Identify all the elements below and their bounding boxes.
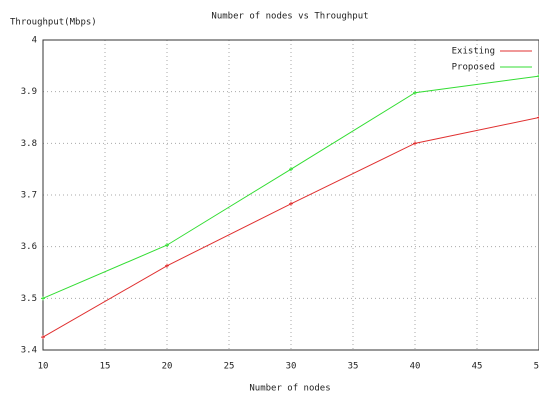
y-tick-label: 3.8 — [21, 139, 37, 149]
x-tick-label: 45 — [472, 362, 483, 372]
x-tick-label: 25 — [224, 362, 235, 372]
plot-frame — [42, 39, 539, 351]
point-marker — [41, 335, 45, 340]
y-tick-label: 4 — [32, 36, 37, 46]
y-tick-label: 3.9 — [21, 87, 37, 97]
legend-label: Proposed — [452, 63, 495, 73]
x-tick-label: 50 — [534, 362, 539, 372]
point-marker — [537, 74, 539, 79]
point-marker — [537, 115, 539, 120]
legend-label: Existing — [452, 47, 495, 57]
y-tick-label: 3.4 — [21, 346, 37, 356]
point-marker — [289, 167, 293, 172]
x-tick-label: 20 — [162, 362, 173, 372]
y-axis-label: Throughput(Mbps) — [10, 18, 97, 28]
point-marker — [289, 201, 293, 206]
x-tick-label: 35 — [348, 362, 359, 372]
y-tick-label: 3.7 — [21, 191, 37, 201]
x-tick-label: 15 — [100, 362, 111, 372]
y-tick-label: 3.6 — [21, 242, 37, 252]
chart-title: Number of nodes vs Throughput — [211, 12, 368, 22]
point-marker — [41, 296, 45, 301]
x-tick-label: 10 — [38, 362, 49, 372]
x-axis-label: Number of nodes — [249, 384, 330, 394]
point-marker — [165, 243, 169, 248]
point-marker — [413, 141, 417, 146]
x-tick-label: 30 — [286, 362, 297, 372]
point-marker — [413, 90, 417, 95]
y-tick-label: 3.5 — [21, 294, 37, 304]
x-tick-label: 40 — [410, 362, 421, 372]
point-marker — [165, 263, 169, 268]
